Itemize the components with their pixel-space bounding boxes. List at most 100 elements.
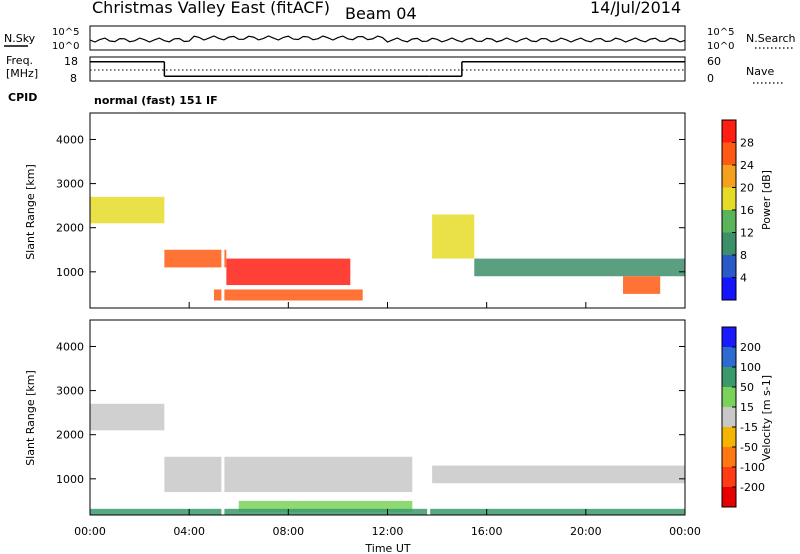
colorbar-segment [722,210,736,233]
colorbar-segment [722,142,736,165]
x-tick-label: 12:00 [372,525,404,538]
power-y-ticks: 1000 2000 3000 4000 [56,133,685,279]
frequency-panel-frame [89,56,686,82]
cpid-value: normal (fast) 151 IF [94,94,218,107]
colorbar-frame [721,326,737,508]
x-tick-label: 00:00 [669,525,701,538]
x-tick-label: 00:00 [74,525,106,538]
colorbar-tick-label: 16 [740,204,754,217]
velocity-colorbar: 200 100 50 15 -15 -50 -100 -200 [721,326,765,508]
data-band [623,276,661,294]
data-band [90,196,165,224]
nave-label: Nave [746,65,774,78]
time-axis: 00:00 04:00 08:00 12:00 16:00 20:00 00:00 [74,302,701,538]
power-panel-bg [90,113,685,308]
data-band [432,214,475,259]
data-band [238,500,413,512]
noise-left-tick-bottom: 10^0 [52,41,79,52]
colorbar-segment [722,467,736,487]
date-label: 14/Jul/2014 [590,0,681,17]
y-tick-label: 1000 [56,473,84,486]
colorbar-tick-label: 200 [740,341,761,354]
noise-panel-frame [89,25,686,51]
colorbar-tick-label: 12 [740,227,754,240]
data-band [432,465,685,484]
colorbar-tick-label: -200 [740,481,765,494]
x-tick-label: 08:00 [272,525,304,538]
frequency-label-line2: [MHz] [6,67,38,80]
colorbar-tick-label: 15 [740,401,754,414]
data-gap [427,113,431,308]
velocity-colorbar-label: Velocity [m s-1] [760,375,773,461]
x-tick-label: 16:00 [471,525,503,538]
y-tick-label: 2000 [56,222,84,235]
colorbar-segment [722,367,736,387]
colorbar-segment [722,487,736,507]
station-title: Christmas Valley East (fitACF) [92,0,330,17]
colorbar-segment [722,255,736,278]
velocity-panel: 1000 2000 3000 4000 Slant Range [km] 200 100… [24,319,773,516]
nave-tick-bottom: 0 [707,72,714,85]
y-tick-label: 4000 [56,133,84,146]
nave-tick-top: 60 [707,55,721,68]
y-tick-label: 1000 [56,266,84,279]
colorbar-tick-label: 24 [740,159,754,172]
y-tick-label: 3000 [56,385,84,398]
noise-right-tick-bottom: 10^0 [707,41,734,52]
colorbar-segment [722,407,736,427]
x-tick-label: 04:00 [173,525,205,538]
data-band [164,249,227,268]
y-tick-label: 4000 [56,340,84,353]
velocity-y-axis-label: Slant Range [km] [24,370,37,466]
y-tick-label: 2000 [56,429,84,442]
colorbar-segment [722,327,736,347]
colorbar-tick-label: 20 [740,182,754,195]
frequency-tick-bottom: 8 [70,72,77,85]
x-axis-label: Time UT [364,542,410,554]
data-gap [427,320,431,515]
data-band [90,403,165,431]
colorbar-segment [722,277,736,300]
colorbar-segment [722,120,736,143]
colorbar-tick-label: -50 [740,441,758,454]
power-colorbar: 4 8 12 16 20 24 28 [721,119,754,301]
frequency-label-line1: Freq. [6,54,33,67]
cpid-label: CPID [8,91,37,104]
data-gap [221,113,225,308]
velocity-y-ticks: 1000 2000 3000 4000 [56,340,685,486]
colorbar-tick-label: 50 [740,381,754,394]
power-y-axis-label: Slant Range [km] [24,164,37,260]
power-panel: 1000 2000 3000 4000 Slant Range [km] 4 8 12 16… [24,112,773,309]
noise-right-label: N.Search [746,32,796,45]
frequency-panel: Freq. [MHz] 18 8 60 0 Nave [6,54,783,85]
beam-label: Beam 04 [345,4,417,23]
colorbar-tick-label: 100 [740,361,761,374]
noise-panel: N.Sky 10^5 10^0 10^5 10^0 N.Search [4,25,796,52]
noise-sky-line [89,35,686,43]
x-tick-label: 20:00 [570,525,602,538]
colorbar-segment [722,187,736,210]
power-colorbar-label: Power [dB] [760,170,773,230]
data-gap [221,320,225,515]
y-tick-label: 3000 [56,178,84,191]
noise-left-label: N.Sky [4,32,36,45]
frequency-tick-top: 18 [64,55,78,68]
data-band [213,289,363,301]
data-band [226,258,351,286]
colorbar-segment [722,232,736,255]
data-band [164,456,413,493]
colorbar-segment [722,447,736,467]
frequency-trace [90,61,685,77]
power-data [90,113,685,308]
colorbar-segment [722,387,736,407]
colorbar-tick-label: 8 [740,249,747,262]
colorbar-segment [722,427,736,447]
noise-right-tick-top: 10^5 [707,27,734,38]
colorbar-tick-label: 28 [740,137,754,150]
colorbar-tick-label: 4 [740,272,747,285]
colorbar-segment [722,165,736,188]
colorbar-segment [722,347,736,367]
noise-trace [89,35,686,43]
noise-left-tick-top: 10^5 [52,27,79,38]
